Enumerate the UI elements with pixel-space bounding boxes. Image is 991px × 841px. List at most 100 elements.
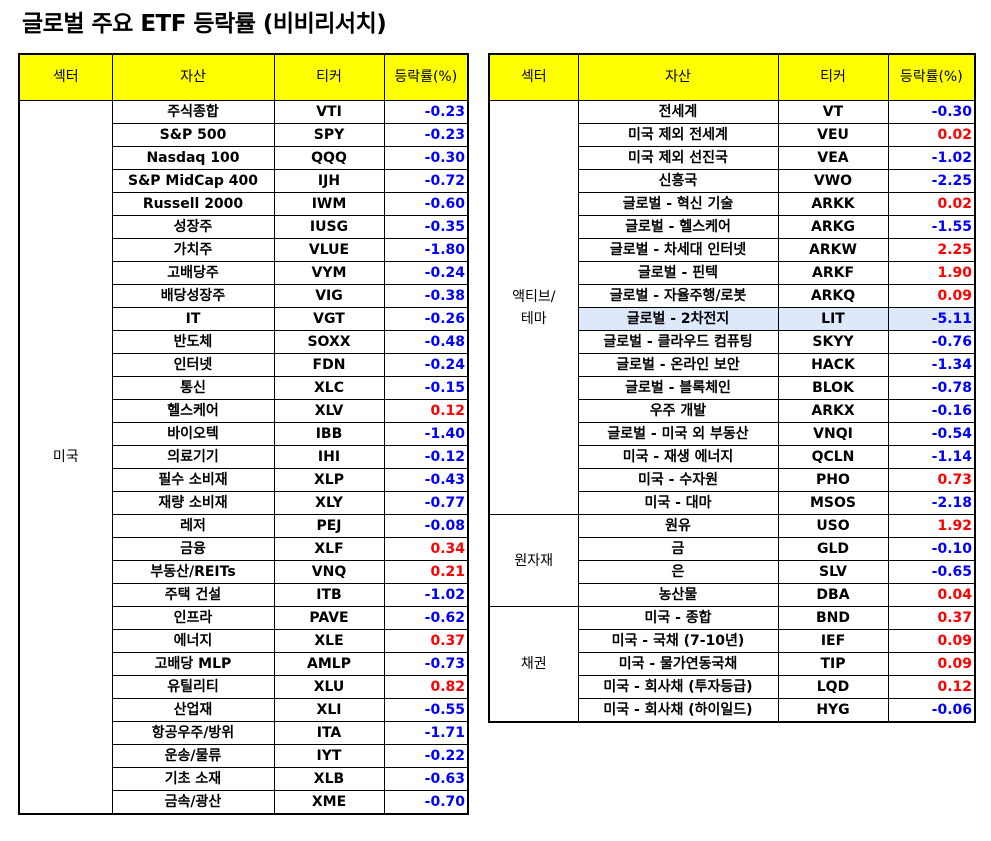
sector-cell: 원자재 xyxy=(488,514,579,607)
ticker-cell: VWO xyxy=(777,169,889,193)
table-row: 금속/광산 XME -0.70 xyxy=(19,790,469,815)
ticker-cell: ARKW xyxy=(777,238,889,262)
asset-cell: 글로벌 - 핀텍 xyxy=(577,261,779,285)
asset-cell: IT xyxy=(111,307,275,331)
asset-cell: 운송/물류 xyxy=(111,744,275,768)
asset-cell: 미국 제외 전세계 xyxy=(577,123,779,147)
table-row: 항공우주/방위 ITA -1.71 xyxy=(19,721,469,745)
left-table-body: 미국 주식종합 VTI -0.23 S&P 500 SPY -0.23 Nasdaq 100 Q… xyxy=(18,100,469,815)
sector-cell: 미국 xyxy=(18,100,113,815)
sector-cell: 액티브/ 테마 xyxy=(488,100,579,515)
change-cell: -1.71 xyxy=(383,721,469,745)
table-row: 글로벌 - 2차전지 LIT -5.11 xyxy=(489,307,976,331)
ticker-cell: PHO xyxy=(777,468,889,492)
table-row: 미국 주식종합 VTI -0.23 xyxy=(18,100,469,815)
change-cell: -0.35 xyxy=(383,215,469,239)
asset-cell: 금 xyxy=(577,537,779,561)
asset-cell: 기초 소재 xyxy=(111,767,275,791)
ticker-cell: HACK xyxy=(777,353,889,377)
ticker-cell: ITB xyxy=(273,583,385,607)
asset-cell: 성장주 xyxy=(111,215,275,239)
table-row: 배당성장주 VIG -0.38 xyxy=(19,284,469,308)
ticker-cell: XLU xyxy=(273,675,385,699)
asset-cell: 산업재 xyxy=(111,698,275,722)
change-cell: -0.30 xyxy=(383,146,469,170)
change-cell: -0.24 xyxy=(383,261,469,285)
sector-cell: 채권 xyxy=(488,606,579,723)
change-cell: -0.70 xyxy=(383,790,469,815)
asset-cell: 헬스케어 xyxy=(111,399,275,423)
table-row: 레저 PEJ -0.08 xyxy=(19,514,469,538)
asset-cell: 에너지 xyxy=(111,629,275,653)
asset-cell: Nasdaq 100 xyxy=(111,146,275,170)
asset-cell: 농산물 xyxy=(577,583,779,607)
table-row: S&P MidCap 400 IJH -0.72 xyxy=(19,169,469,193)
ticker-cell: GLD xyxy=(777,537,889,561)
ticker-cell: IYT xyxy=(273,744,385,768)
change-cell: -0.78 xyxy=(887,376,976,400)
table-row: 반도체 SOXX -0.48 xyxy=(19,330,469,354)
asset-cell: 글로벌 - 혁신 기술 xyxy=(577,192,779,216)
asset-cell: 글로벌 - 미국 외 부동산 xyxy=(577,422,779,446)
asset-cell: 글로벌 - 자율주행/로봇 xyxy=(577,284,779,308)
ticker-cell: QCLN xyxy=(777,445,889,469)
change-cell: 0.37 xyxy=(383,629,469,653)
ticker-cell: VIG xyxy=(273,284,385,308)
ticker-cell: MSOS xyxy=(777,491,889,515)
change-cell: 0.37 xyxy=(887,606,976,630)
asset-cell: 금융 xyxy=(111,537,275,561)
table-row: 글로벌 - 핀텍 ARKF 1.90 xyxy=(489,261,976,285)
table-row: 고배당 MLP AMLP -0.73 xyxy=(19,652,469,676)
asset-cell: 주식종합 xyxy=(111,100,275,124)
ticker-cell: XME xyxy=(273,790,385,815)
asset-cell: 우주 개발 xyxy=(577,399,779,423)
asset-cell: 글로벌 - 2차전지 xyxy=(577,307,779,331)
right-table-body: 액티브/ 테마 전세계 VT -0.30 미국 제외 전세계 VEU 0.02 미국 제외 선… xyxy=(488,100,976,723)
table-row: 미국 - 수자원 PHO 0.73 xyxy=(489,468,976,492)
ticker-cell: IEF xyxy=(777,629,889,653)
change-cell: -5.11 xyxy=(887,307,976,331)
table-row: 유틸리티 XLU 0.82 xyxy=(19,675,469,699)
change-cell: -0.16 xyxy=(887,399,976,423)
table-row: 미국 - 회사채 (하이일드) HYG -0.06 xyxy=(489,698,976,723)
table-header-row: 섹터 자산 티커 등락률(%) xyxy=(488,53,976,101)
ticker-cell: ARKK xyxy=(777,192,889,216)
header-change: 등락률(%) xyxy=(383,53,469,101)
ticker-cell: ITA xyxy=(273,721,385,745)
asset-cell: 부동산/REITs xyxy=(111,560,275,584)
ticker-cell: VLUE xyxy=(273,238,385,262)
asset-cell: 재량 소비재 xyxy=(111,491,275,515)
change-cell: -0.23 xyxy=(383,123,469,147)
asset-cell: 글로벌 - 차세대 인터넷 xyxy=(577,238,779,262)
header-asset: 자산 xyxy=(577,53,779,101)
right-etf-table: 섹터 자산 티커 등락률(%) 액티브/ 테마 전세계 VT -0.30 미국 제외 전… xyxy=(488,53,976,723)
table-row: 인터넷 FDN -0.24 xyxy=(19,353,469,377)
asset-cell: 필수 소비재 xyxy=(111,468,275,492)
asset-cell: 인프라 xyxy=(111,606,275,630)
asset-cell: 레저 xyxy=(111,514,275,538)
table-header-row: 섹터 자산 티커 등락률(%) xyxy=(18,53,469,101)
change-cell: -0.72 xyxy=(383,169,469,193)
change-cell: -0.73 xyxy=(383,652,469,676)
table-row: 의료기기 IHI -0.12 xyxy=(19,445,469,469)
ticker-cell: BND xyxy=(777,606,889,630)
table-row: 미국 - 회사채 (투자등급) LQD 0.12 xyxy=(489,675,976,699)
change-cell: 2.25 xyxy=(887,238,976,262)
header-sector: 섹터 xyxy=(488,53,579,101)
ticker-cell: XLF xyxy=(273,537,385,561)
table-row: 운송/물류 IYT -0.22 xyxy=(19,744,469,768)
change-cell: -1.80 xyxy=(383,238,469,262)
header-ticker: 티커 xyxy=(777,53,889,101)
asset-cell: 바이오텍 xyxy=(111,422,275,446)
asset-cell: 가치주 xyxy=(111,238,275,262)
asset-cell: 미국 - 대마 xyxy=(577,491,779,515)
ticker-cell: VNQI xyxy=(777,422,889,446)
change-cell: 0.09 xyxy=(887,629,976,653)
change-cell: -1.02 xyxy=(383,583,469,607)
ticker-cell: IBB xyxy=(273,422,385,446)
ticker-cell: XLY xyxy=(273,491,385,515)
change-cell: -0.48 xyxy=(383,330,469,354)
table-row: 글로벌 - 미국 외 부동산 VNQI -0.54 xyxy=(489,422,976,446)
table-row: 필수 소비재 XLP -0.43 xyxy=(19,468,469,492)
change-cell: -1.14 xyxy=(887,445,976,469)
